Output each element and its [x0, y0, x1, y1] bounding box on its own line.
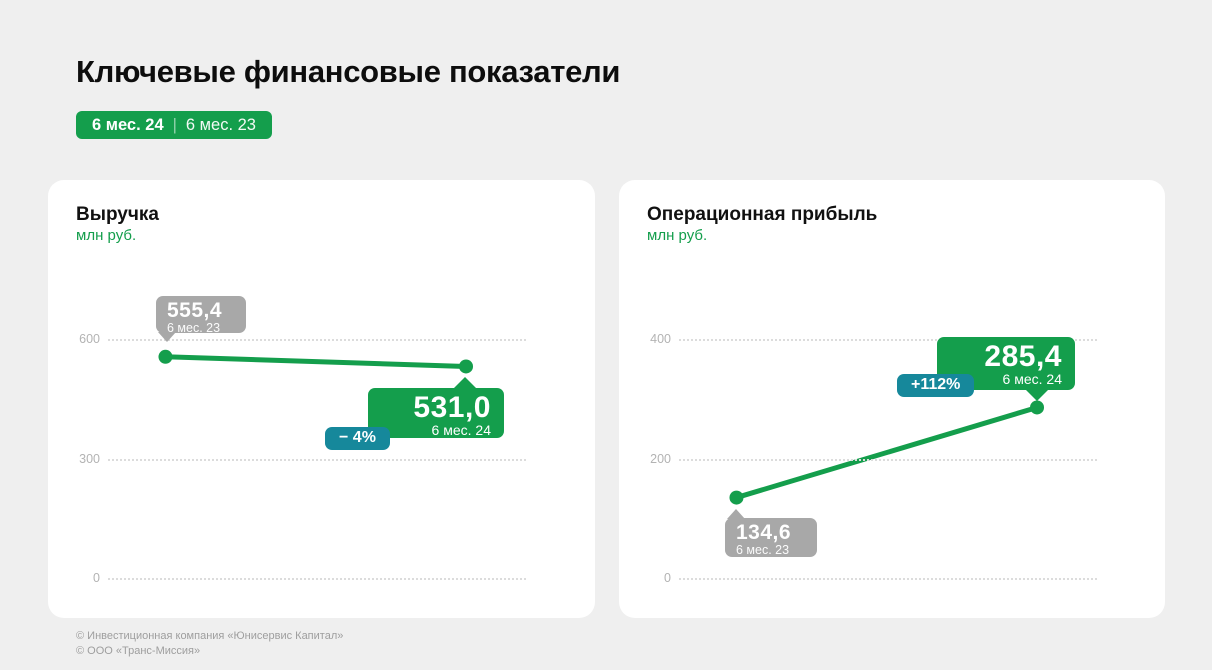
callout-pointer-icon — [727, 509, 745, 519]
y-axis-tick-label: 300 — [79, 451, 100, 466]
operating-profit-change-badge: +112% — [897, 374, 975, 397]
revenue-point-prev — [158, 349, 173, 364]
y-axis-tick-label: 0 — [664, 571, 671, 585]
revenue-line-chart — [158, 349, 474, 374]
period-previous: 6 мес. 23 — [185, 115, 256, 134]
operating-profit-chart: 400 200 0 — [619, 180, 1165, 618]
current-period-label: 6 мес. 24 — [431, 422, 491, 438]
gridline — [108, 578, 526, 580]
revenue-point-cur — [459, 359, 474, 374]
gridline — [108, 339, 526, 341]
chart-unit: млн руб. — [647, 227, 708, 244]
current-period-label: 6 мес. 24 — [1002, 371, 1062, 387]
chart-unit: млн руб. — [76, 227, 137, 244]
y-axis-tick-label: 600 — [79, 332, 100, 346]
period-separator: | — [172, 115, 177, 134]
prev-period-label: 6 мес. 23 — [167, 321, 221, 335]
operating-profit-card: 400 200 0 Операционная прибыль млн руб. 28… — [619, 180, 1165, 618]
y-axis-tick-label: 400 — [650, 332, 671, 346]
y-axis-tick-label: 200 — [650, 451, 671, 466]
prev-value: 555,4 — [167, 299, 223, 322]
revenue-change-badge: − 4% — [325, 427, 390, 450]
y-axis-tick-label: 0 — [93, 571, 100, 585]
revenue-line — [162, 354, 469, 369]
period-badge: 6 мес. 24 | 6 мес. 23 — [76, 111, 272, 139]
operating-profit-prev-callout: 134,6 6 мес. 23 — [725, 509, 817, 557]
period-current: 6 мес. 24 — [92, 115, 164, 134]
footer-credits: © Инвестиционная компания «Юнисервис Кап… — [76, 629, 343, 659]
gridline — [679, 578, 1097, 580]
gridline — [679, 458, 1097, 461]
callout-pointer-icon — [1025, 389, 1049, 401]
operating-profit-point-prev — [729, 490, 744, 505]
revenue-chart: 600 300 0 — [48, 180, 595, 618]
callout-pointer-icon — [158, 332, 176, 342]
operating-profit-current-callout: 285,4 6 мес. 24 — [937, 337, 1075, 401]
credit-line: © ООО «Транс-Миссия» — [76, 645, 201, 657]
operating-profit-line — [733, 404, 1040, 501]
credit-line: © Инвестиционная компания «Юнисервис Кап… — [76, 630, 344, 642]
callout-pointer-icon — [453, 377, 477, 389]
gridline — [108, 458, 526, 461]
prev-period-label: 6 мес. 23 — [736, 543, 790, 557]
operating-profit-point-cur — [1030, 400, 1045, 415]
operating-profit-line-chart — [729, 400, 1045, 505]
gridline — [679, 339, 1097, 341]
chart-title: Выручка — [76, 204, 159, 225]
current-value: 285,4 — [984, 340, 1062, 373]
current-value: 531,0 — [413, 391, 491, 424]
revenue-prev-callout: 555,4 6 мес. 23 — [156, 296, 246, 342]
revenue-card: 600 300 0 Выручка млн руб. 555,4 6 мес. 23… — [48, 180, 595, 618]
chart-title: Операционная прибыль — [647, 204, 878, 225]
page-title: Ключевые финансовые показатели — [76, 54, 621, 89]
prev-value: 134,6 — [736, 521, 792, 544]
revenue-current-callout: 531,0 6 мес. 24 — [368, 377, 504, 438]
